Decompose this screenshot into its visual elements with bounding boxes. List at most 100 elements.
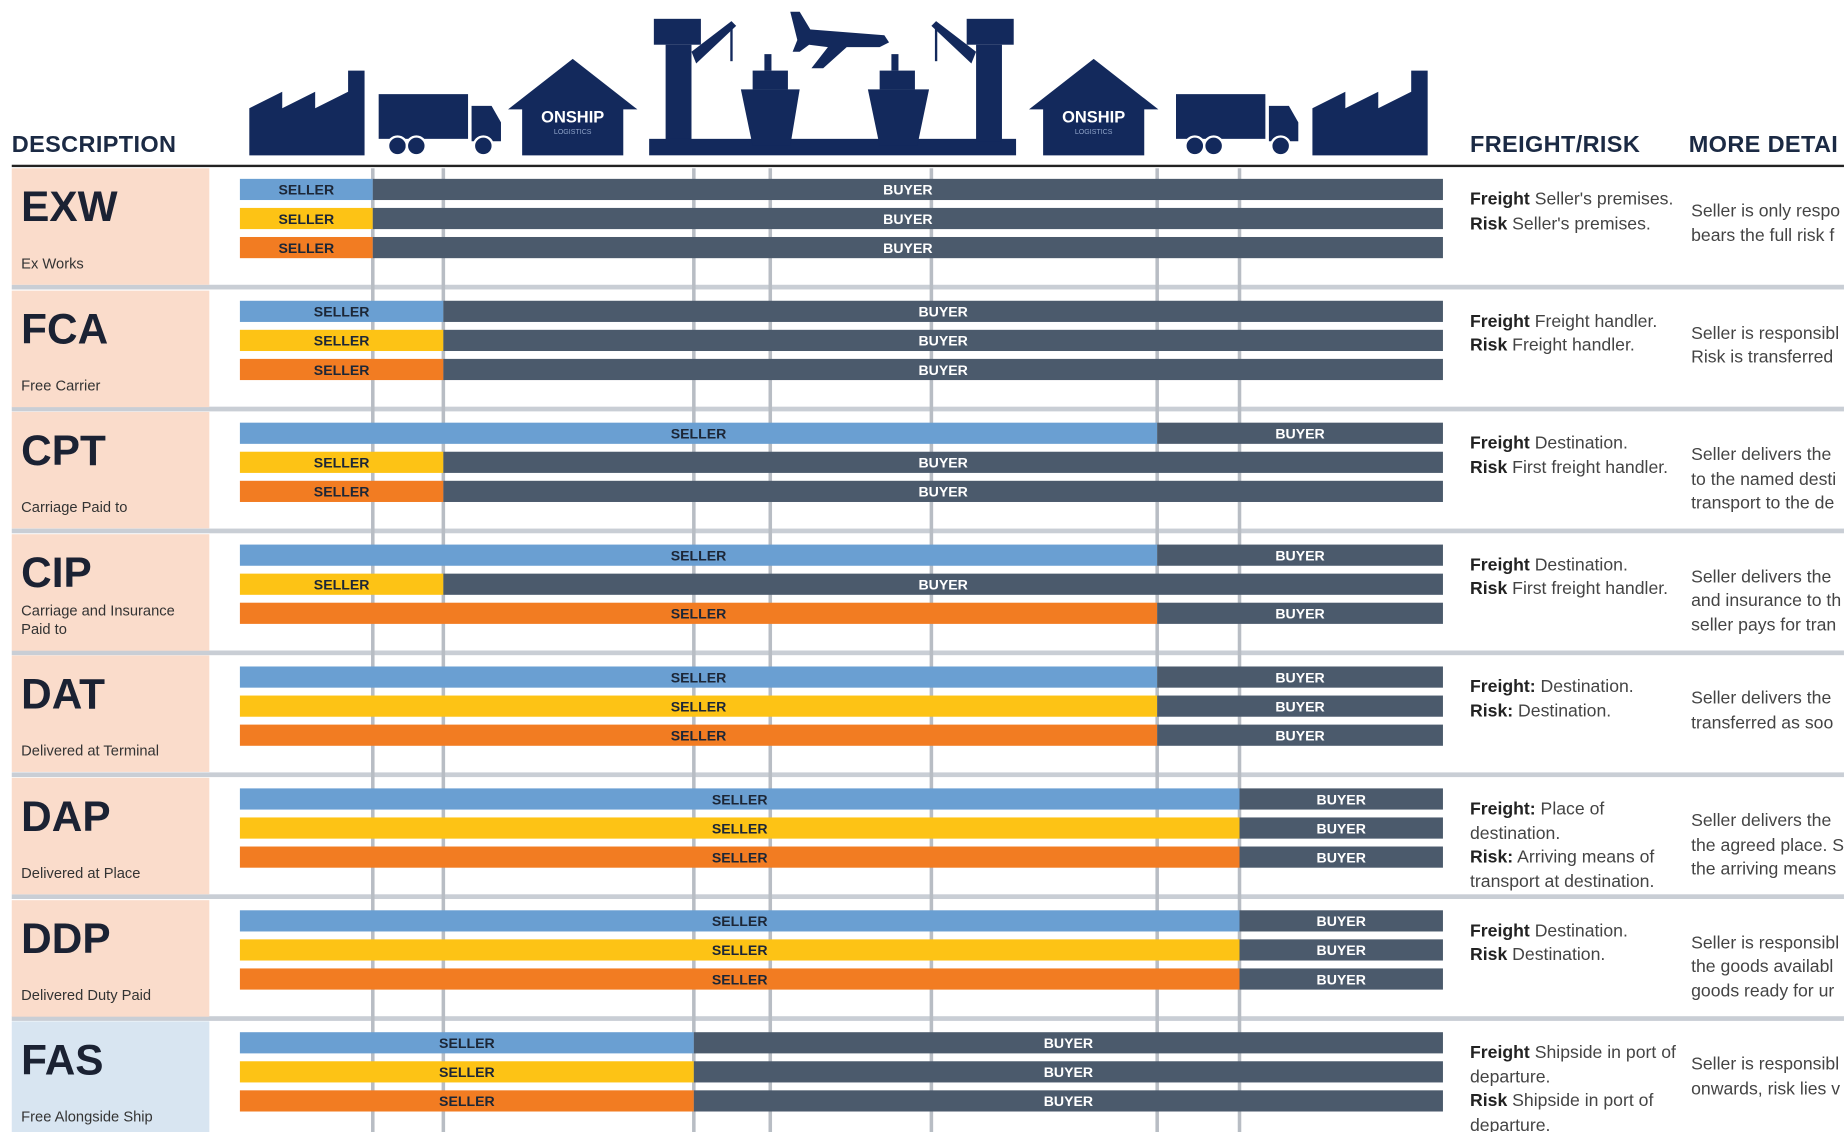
stage-line [692,168,696,1132]
description-box: CIP Carriage and Insurance Paid to [11,533,210,651]
buyer-label: BUYER [1317,820,1366,836]
more-details: Seller is responsibl the goods availabl go… [1691,931,1844,1003]
freight-risk-text: Freight Shipside in port of departure. Ri… [1470,1042,1679,1132]
freight-label: Freight [1470,555,1530,576]
detail-line: the agreed place. S [1691,834,1844,855]
term-code: DAT [21,670,106,719]
buyer-segment [1157,422,1443,444]
buyer-label: BUYER [1275,606,1324,622]
buyer-label: BUYER [918,304,967,320]
factory-icon [249,70,365,156]
header-icons [249,11,1428,157]
buyer-label: BUYER [1317,849,1366,865]
risk-label: Risk [1470,1091,1508,1112]
truck-icon [378,94,501,157]
risk-label: Risk [1470,579,1508,600]
stage-line [371,168,375,1132]
more-details: Seller delivers the to the named desti tra… [1691,444,1844,516]
freight-value: Seller's premises. [1534,189,1674,210]
buyer-label: BUYER [1275,727,1324,743]
buyer-segment [1239,846,1443,868]
buyer-segment [693,1090,1443,1112]
term-name: Free Carrier [21,377,101,394]
term-name: Delivered at Place [21,864,141,882]
risk-label: Risk [1470,945,1508,966]
buyer-segment [693,1032,1443,1054]
seller-segment [239,329,444,352]
seller-label: SELLER [439,1035,495,1051]
more-details: Seller delivers the and insurance to th se… [1691,566,1844,638]
seller-label: SELLER [712,849,768,865]
seller-segment [239,939,1240,961]
stage-line [1237,168,1242,1132]
freight-value: Destination. [1534,555,1628,576]
detail-line: seller pays for tran [1691,615,1837,636]
detail-line: Risk is transferred [1691,347,1834,368]
buyer-segment [1239,788,1443,810]
buyer-label: BUYER [918,577,967,593]
freight-value: Shipside in port of departure. [1470,1042,1676,1087]
buyer-segment [1157,666,1443,688]
seller-segment [239,910,1240,932]
seller-label: SELLER [279,240,335,256]
risk-label: Risk [1470,457,1508,478]
seller-label: SELLER [314,333,370,349]
seller-label: SELLER [712,971,768,987]
detail-line: Seller delivers the [1691,566,1832,587]
seller-label: SELLER [671,727,727,743]
description-box: DDP Delivered Duty Paid [11,899,210,1017]
buyer-segment [1157,544,1443,566]
description-box: FCA Free Carrier [11,290,210,407]
warehouse-icon [508,58,638,156]
buyer-segment [1239,817,1443,839]
freight-risk-text: Freight Destination. Risk First freight h… [1470,432,1679,480]
seller-label: SELLER [314,362,370,378]
freight-risk-text: Freight Freight handler. Risk Freight han… [1470,310,1679,358]
logo-text: ONSHIP [1062,108,1125,126]
detail-line: bears the full risk f [1691,225,1835,246]
risk-value: Shipside in port of departure. [1470,1091,1654,1132]
term-name: Free Alongside Ship [21,1108,153,1126]
port-right [867,18,1014,146]
seller-label: SELLER [314,484,370,500]
seller-segment [239,422,1158,444]
freight-label: Freight: [1470,798,1536,819]
stage-line [929,168,934,1132]
description-box: DAP Delivered at Place [11,777,210,895]
port-left [649,18,1017,156]
seller-segment [239,358,444,381]
buyer-label: BUYER [1317,942,1366,958]
seller-segment [239,451,444,473]
freight-risk-text: Freight Destination. Risk Destination. [1470,920,1679,968]
risk-value: Destination. [1512,945,1606,966]
risk-label: Risk [1470,213,1508,234]
detail-line: Seller delivers the [1691,810,1832,831]
freight-label: Freight [1470,433,1530,454]
column-header: MORE DETAI [1688,131,1839,158]
seller-segment [239,1090,694,1112]
seller-segment [239,724,1158,746]
seller-segment [239,480,444,502]
detail-line: Seller is responsibl [1691,1054,1840,1075]
freight-value: Place of destination. [1470,798,1605,844]
more-details: Seller delivers the transferred as soo [1691,688,1844,736]
row-separator [11,284,1844,290]
stage-line [1155,168,1159,1132]
seller-segment [239,207,373,230]
term-code: CPT [21,426,106,475]
buyer-label: BUYER [1317,791,1366,807]
buyer-label: BUYER [1275,669,1324,685]
detail-line: to the named desti [1691,469,1837,490]
freight-risk-text: Freight: Place of destination. Risk: Arri… [1470,798,1679,894]
seller-label: SELLER [712,913,768,929]
buyer-label: BUYER [1275,426,1324,442]
buyer-label: BUYER [918,362,967,378]
detail-line: goods ready for ur [1691,980,1835,1001]
seller-segment [239,666,1158,688]
buyer-label: BUYER [1044,1035,1093,1051]
stage-line [441,168,446,1132]
seller-segment [239,573,444,595]
detail-line: Seller delivers the [1691,688,1832,709]
